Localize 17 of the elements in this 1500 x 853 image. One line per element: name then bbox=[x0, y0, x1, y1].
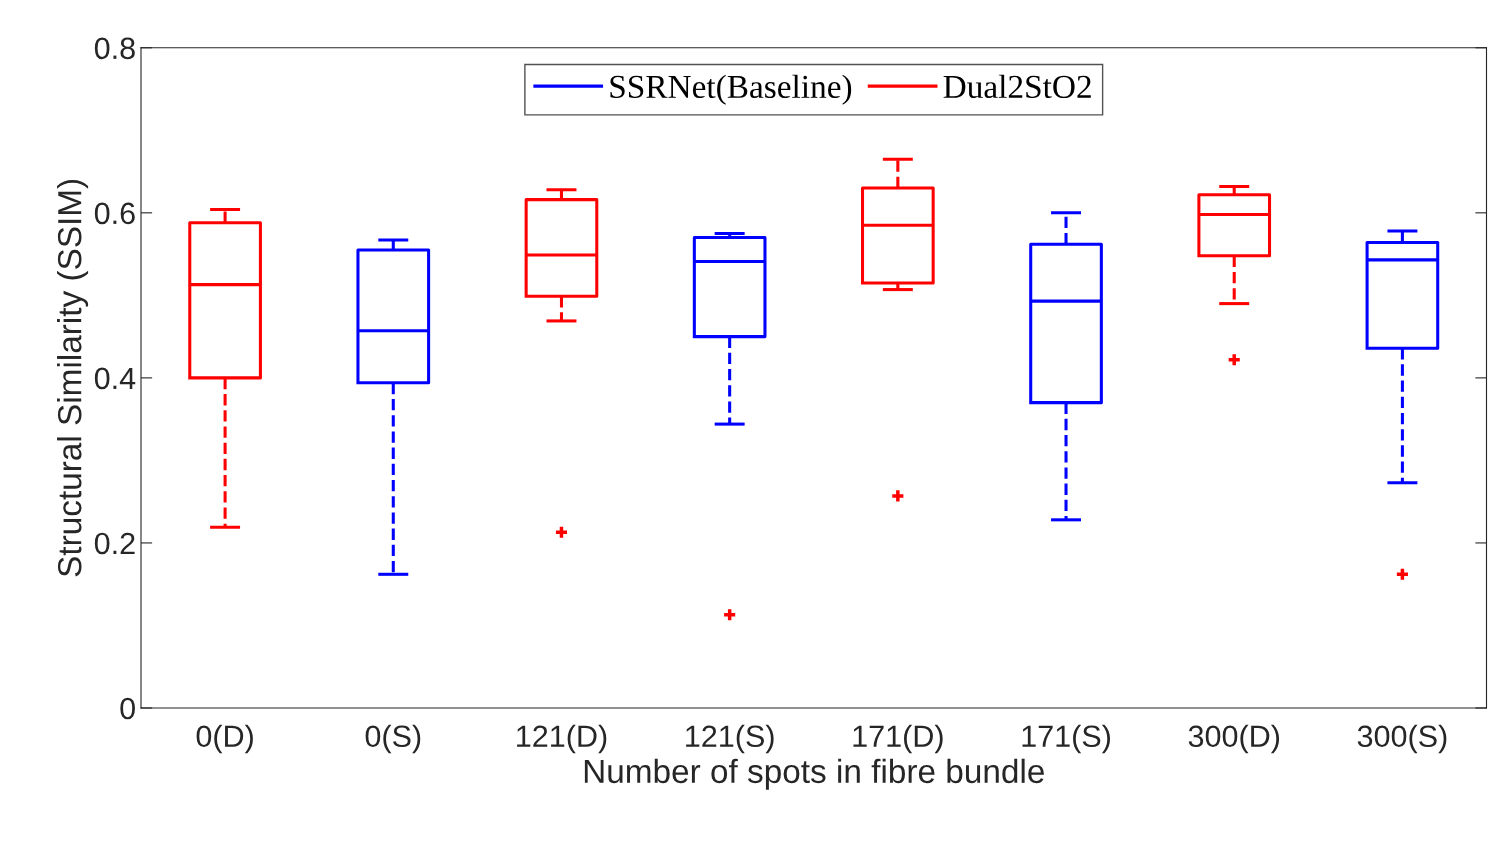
x-tick-label: 121(D) bbox=[517, 724, 607, 754]
y-axis-title: Structural Similarity (SSIM) bbox=[57, 179, 89, 577]
x-tick-label: 171(D) bbox=[853, 724, 943, 754]
x-tick-label: 300(D) bbox=[1188, 724, 1280, 754]
y-tick-label: 0 bbox=[120, 697, 135, 720]
y-tick-label: 0.2 bbox=[94, 532, 135, 555]
x-tick-label: 0(D) bbox=[196, 724, 253, 754]
x-tick-label: 121(S) bbox=[686, 724, 774, 754]
legend-label: Dual2StO2 bbox=[943, 74, 1091, 99]
y-tick-label: 0.4 bbox=[94, 367, 136, 390]
y-tick-label: 0.8 bbox=[94, 37, 135, 60]
legend-label: SSRNet(Baseline) bbox=[610, 74, 852, 105]
x-axis-title: Number of spots in fibre bundle bbox=[584, 758, 1044, 790]
x-tick-label: 300(S) bbox=[1357, 724, 1447, 754]
x-tick-label: 0(S) bbox=[365, 724, 421, 754]
y-tick-label: 0.6 bbox=[94, 202, 135, 225]
x-tick-label: 171(S) bbox=[1022, 724, 1110, 754]
